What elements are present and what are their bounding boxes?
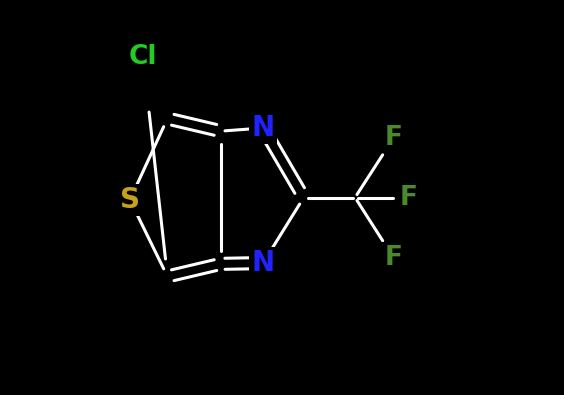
- Text: Cl: Cl: [129, 44, 157, 70]
- Text: F: F: [385, 245, 402, 271]
- Text: F: F: [399, 184, 417, 211]
- Text: N: N: [252, 114, 275, 142]
- Text: F: F: [385, 125, 402, 151]
- Text: S: S: [120, 186, 140, 214]
- Text: N: N: [252, 249, 275, 277]
